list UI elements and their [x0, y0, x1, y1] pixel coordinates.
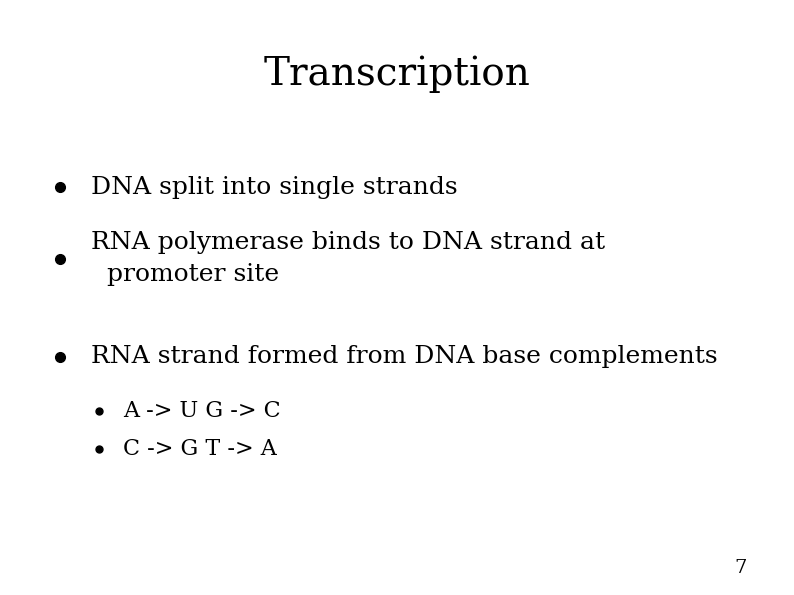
- Text: DNA split into single strands: DNA split into single strands: [91, 176, 458, 199]
- Text: A -> U G -> C: A -> U G -> C: [123, 400, 281, 421]
- Text: 7: 7: [734, 559, 746, 577]
- Text: C -> G T -> A: C -> G T -> A: [123, 439, 277, 460]
- Text: Transcription: Transcription: [264, 55, 530, 93]
- Text: RNA polymerase binds to DNA strand at
  promoter site: RNA polymerase binds to DNA strand at pr…: [91, 231, 606, 286]
- Text: RNA strand formed from DNA base complements: RNA strand formed from DNA base compleme…: [91, 346, 718, 368]
